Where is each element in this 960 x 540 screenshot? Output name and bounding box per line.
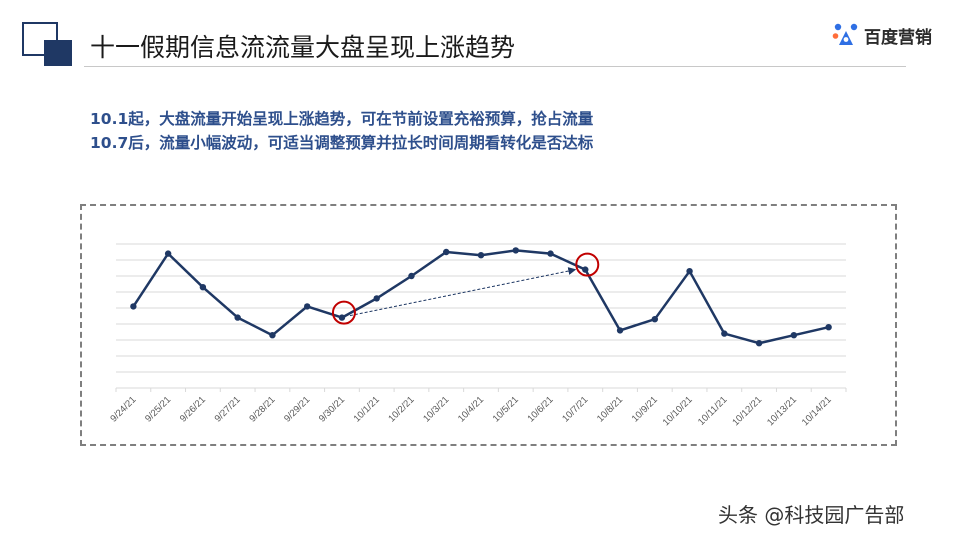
highlight-ring xyxy=(575,252,600,277)
data-point xyxy=(130,303,137,310)
x-tick-label: 10/2/21 xyxy=(386,394,416,424)
data-point xyxy=(373,295,380,302)
trend-arrow xyxy=(349,267,577,317)
x-tick-label: 10/12/21 xyxy=(730,394,764,428)
data-point xyxy=(547,250,554,257)
data-point xyxy=(408,272,415,280)
data-point xyxy=(303,303,311,310)
traffic-line-chart: 9/24/21 9/25/21 9/26/21 9/27/21 9/28/21 9/29/… xyxy=(108,243,847,428)
title-divider xyxy=(84,66,906,67)
data-point xyxy=(512,247,519,254)
x-tick-label: 10/13/21 xyxy=(765,394,799,428)
x-tick-label: 10/5/21 xyxy=(491,394,521,424)
x-tick-label: 9/24/21 xyxy=(108,394,138,424)
x-tick-label: 10/14/21 xyxy=(800,394,834,428)
data-point xyxy=(477,252,485,259)
x-tick-label: 9/28/21 xyxy=(247,394,277,424)
subtitle-line-1: 10.1起，大盘流量开始呈现上涨趋势，可在节前设置充裕预算，抢占流量 xyxy=(90,110,594,128)
watermark: 头条 @科技园广告部 xyxy=(718,503,905,527)
data-point xyxy=(721,330,728,337)
data-point xyxy=(651,316,659,323)
brand-logo-text: 百度营销 xyxy=(864,27,932,48)
x-tick-label: 10/1/21 xyxy=(352,394,382,424)
data-point xyxy=(164,250,172,257)
x-tick-label: 10/9/21 xyxy=(630,394,660,424)
x-tick-label: 10/7/21 xyxy=(560,394,590,424)
data-point xyxy=(686,268,693,275)
title-decoration-outline-square xyxy=(22,22,58,56)
subtitle-line-2: 10.7后，流量小幅波动，可适当调整预算并拉长时间周期看转化是否达标 xyxy=(90,134,594,152)
data-point xyxy=(199,284,207,291)
data-point xyxy=(234,314,241,321)
x-tick-label: 10/3/21 xyxy=(421,394,451,424)
x-tick-label: 9/29/21 xyxy=(282,394,312,424)
data-point xyxy=(338,314,346,321)
data-point xyxy=(616,327,624,334)
x-tick-label: 10/11/21 xyxy=(696,394,729,427)
x-tick-label: 10/8/21 xyxy=(595,394,625,424)
chart-frame: 9/24/21 9/25/21 9/26/21 9/27/21 9/28/21 9/29/… xyxy=(80,204,897,446)
x-tick-label: 10/10/21 xyxy=(661,394,695,428)
x-tick-label: 10/4/21 xyxy=(456,394,486,424)
data-point xyxy=(755,340,763,347)
x-tick-label: 9/27/21 xyxy=(213,394,243,424)
data-point xyxy=(825,324,832,331)
data-point xyxy=(582,266,589,273)
x-tick-label: 9/30/21 xyxy=(317,394,347,424)
x-tick-label: 9/26/21 xyxy=(178,394,208,424)
baidu-marketing-icon xyxy=(832,23,858,45)
x-tick-label: 9/25/21 xyxy=(143,394,173,424)
data-point xyxy=(269,332,276,339)
x-tick-label: 10/6/21 xyxy=(525,394,555,424)
data-point xyxy=(443,248,450,256)
title-decoration-solid-square xyxy=(44,40,72,66)
page-title: 十一假期信息流流量大盘呈现上涨趋势 xyxy=(90,33,516,62)
highlight-ring xyxy=(331,300,356,325)
data-point xyxy=(790,332,798,339)
brand-logo: 百度营销 xyxy=(832,22,932,48)
traffic-series-line xyxy=(132,249,829,345)
